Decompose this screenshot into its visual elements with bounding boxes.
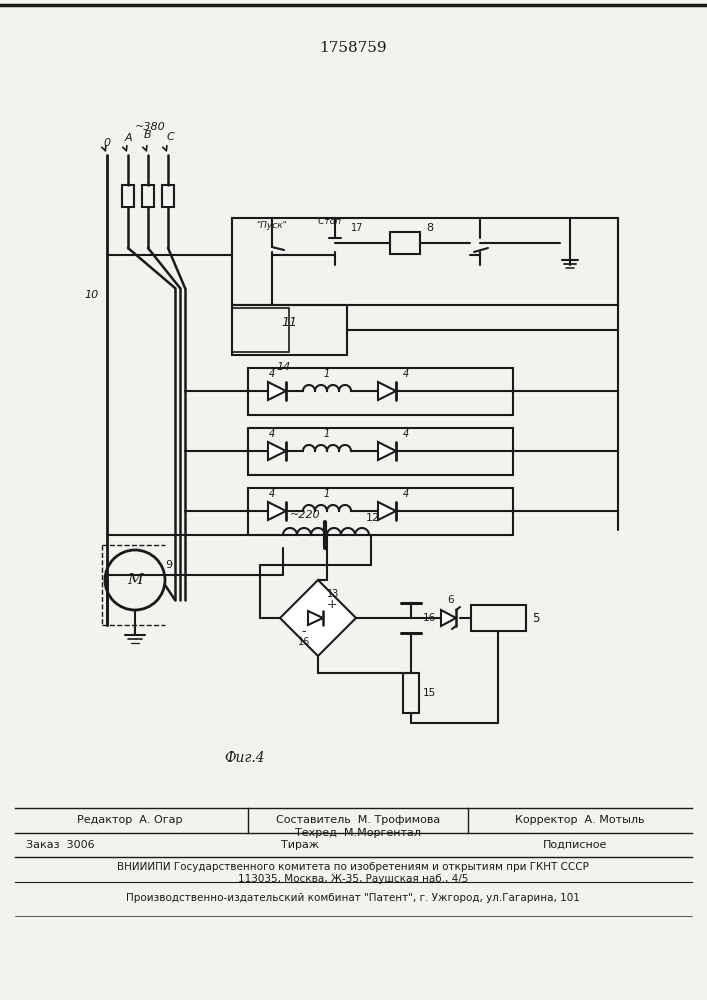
Text: Заказ  3006: Заказ 3006 (25, 840, 94, 850)
Text: "Стоп": "Стоп" (315, 218, 346, 227)
Text: C: C (166, 132, 174, 142)
Text: Подписное: Подписное (543, 840, 607, 850)
Text: 4: 4 (403, 429, 409, 439)
Text: 1758759: 1758759 (319, 41, 387, 55)
Bar (471, 605, 526, 631)
Polygon shape (308, 611, 323, 625)
Text: 16: 16 (298, 637, 310, 647)
Text: 1: 1 (324, 369, 330, 379)
Text: 15: 15 (422, 688, 436, 698)
Text: M: M (127, 573, 143, 587)
Text: Техред  М.Моргентал: Техред М.Моргентал (295, 828, 421, 838)
Bar (142, 185, 154, 207)
Text: +: + (327, 597, 337, 610)
Bar (248, 488, 513, 535)
Bar (232, 218, 618, 305)
Polygon shape (378, 442, 396, 460)
Bar (248, 368, 513, 415)
Text: ~380: ~380 (134, 122, 165, 132)
Text: 1: 1 (324, 429, 330, 439)
Text: 17: 17 (351, 223, 363, 233)
Text: Производственно-издательский комбинат "Патент", г. Ужгород, ул.Гагарина, 101: Производственно-издательский комбинат "П… (126, 893, 580, 903)
Text: 9: 9 (165, 560, 173, 570)
Bar (403, 673, 419, 713)
Text: Тираж: Тираж (281, 840, 319, 850)
Bar (232, 305, 347, 355)
Text: 4: 4 (269, 369, 275, 379)
Text: 4: 4 (403, 369, 409, 379)
Text: 8: 8 (426, 223, 433, 233)
Text: 0: 0 (103, 138, 110, 148)
Polygon shape (280, 580, 356, 656)
Bar (232, 308, 289, 352)
Text: 4: 4 (403, 489, 409, 499)
Text: 10: 10 (85, 290, 99, 300)
Text: Составитель  М. Трофимова: Составитель М. Трофимова (276, 815, 440, 825)
Text: 1: 1 (324, 489, 330, 499)
Text: Фиг.4: Фиг.4 (225, 751, 265, 765)
Bar (390, 232, 420, 254)
Polygon shape (268, 502, 286, 520)
Text: Редактор  А. Огар: Редактор А. Огар (77, 815, 182, 825)
Text: Корректор  А. Мотыль: Корректор А. Мотыль (515, 815, 645, 825)
Text: ВНИИИПИ Государственного комитета по изобретениям и открытиям при ГКНТ СССР: ВНИИИПИ Государственного комитета по изо… (117, 862, 589, 872)
Text: ~220: ~220 (290, 510, 320, 520)
Text: -: - (302, 626, 306, 639)
Text: 113035, Москва, Ж-35, Раушская наб., 4/5: 113035, Москва, Ж-35, Раушская наб., 4/5 (238, 874, 468, 884)
Text: 14: 14 (277, 362, 291, 372)
Text: B: B (144, 130, 152, 140)
Text: 16: 16 (422, 613, 436, 623)
Text: 6: 6 (448, 595, 455, 605)
Text: A: A (124, 133, 132, 143)
Text: 12: 12 (366, 513, 380, 523)
Text: 13: 13 (327, 589, 339, 599)
Polygon shape (378, 382, 396, 400)
Polygon shape (378, 502, 396, 520)
Text: "Пуск": "Пуск" (257, 221, 287, 230)
Polygon shape (268, 382, 286, 400)
Text: 4: 4 (269, 429, 275, 439)
Text: 5: 5 (532, 611, 539, 624)
Bar (248, 428, 513, 475)
Polygon shape (441, 610, 456, 626)
Polygon shape (268, 442, 286, 460)
Text: 11: 11 (281, 316, 297, 330)
Bar (122, 185, 134, 207)
Text: 4: 4 (269, 489, 275, 499)
Bar (162, 185, 174, 207)
